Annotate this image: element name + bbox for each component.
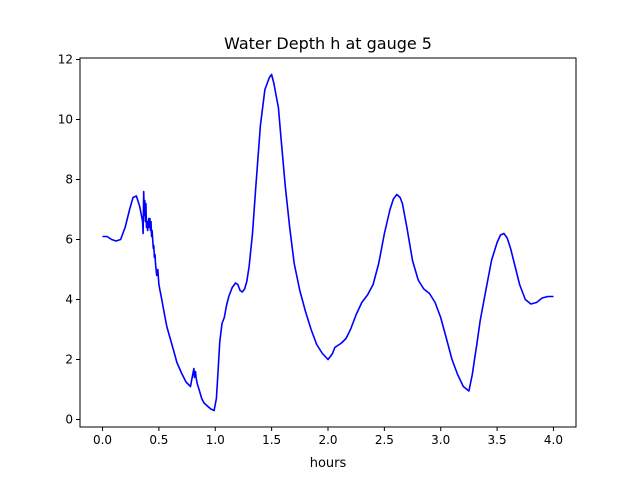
plot-frame bbox=[79, 57, 577, 428]
series-group bbox=[102, 73, 554, 412]
series-line bbox=[102, 73, 554, 412]
y-tick-label: 12 bbox=[58, 53, 73, 67]
y-tick-label: 10 bbox=[58, 113, 73, 127]
x-tick-label: 2.0 bbox=[318, 433, 337, 447]
x-tick-label: 3.5 bbox=[488, 433, 507, 447]
x-tick-label: 4.0 bbox=[544, 433, 563, 447]
x-tick-label: 2.5 bbox=[375, 433, 394, 447]
x-tick-label: 1.5 bbox=[262, 433, 281, 447]
axes: 0.0 0.5 1.0 1.5 2.0 2.5 3.0 3.5 4.0 0 2 4 6 8 10 12 bbox=[58, 53, 563, 448]
x-tick-label: 0.5 bbox=[149, 433, 168, 447]
y-tick-label: 8 bbox=[65, 173, 73, 187]
x-tick-label: 1.0 bbox=[206, 433, 225, 447]
y-tick-label: 4 bbox=[65, 293, 73, 307]
x-tick-label: 0.0 bbox=[93, 433, 112, 447]
y-tick-label: 2 bbox=[65, 353, 73, 367]
x-axis-label: hours bbox=[310, 456, 347, 471]
y-tick-label: 6 bbox=[65, 233, 73, 247]
y-tick-label: 0 bbox=[65, 413, 73, 427]
chart-title: Water Depth h at gauge 5 bbox=[224, 34, 432, 53]
x-tick-label: 3.0 bbox=[431, 433, 450, 447]
